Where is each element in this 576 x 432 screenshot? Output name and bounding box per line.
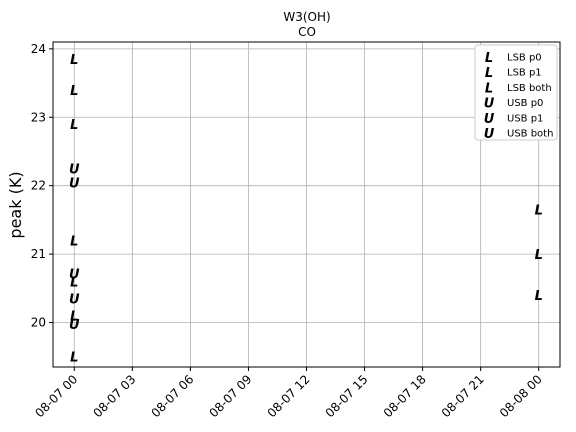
y-tick-label: 21 [31,247,46,261]
legend-box [474,44,558,141]
y-tick-label: 20 [31,316,46,330]
data-point: L [70,275,78,290]
legend-label: USB p0 [507,98,543,109]
legend-label: LSB both [507,83,552,94]
x-tick-label: 08-07 12 [265,372,313,420]
data-point: L [70,310,78,325]
legend: L LSB p0 L LSB p1 L LSB both U USB p0 U USB p1 U US… [474,44,558,142]
legend-marker: U [484,112,495,127]
x-tick-label: 08-07 21 [439,372,487,420]
x-tick-label: 08-07 03 [90,372,138,420]
legend-marker: U [484,127,495,142]
x-tick-label: 08-08 00 [497,372,545,420]
data-point: L [70,351,78,366]
data-point: U [69,318,80,333]
y-axis: 20 21 22 23 24 [31,42,53,330]
data-point: L [535,248,543,263]
legend-marker: L [485,81,493,96]
data-point: U [69,163,80,178]
y-axis-label: peak (K) [6,171,25,238]
data-point: U [69,267,80,282]
chart-subtitle: CO [298,25,316,39]
legend-marker: L [485,66,493,81]
grid [53,42,560,367]
data-point: L [70,118,78,133]
y-tick-label: 24 [31,42,46,56]
legend-marker: L [485,51,493,66]
x-tick-label: 08-07 00 [32,372,80,420]
data-point: U [69,293,80,308]
data-point: L [70,53,78,68]
legend-label: USB p1 [507,113,543,124]
chart-title: W3(OH) [283,10,330,24]
data-point: L [535,204,543,219]
legend-label: LSB p0 [507,53,542,64]
x-tick-label: 08-07 06 [148,372,196,420]
x-axis: 08-07 00 08-07 03 08-07 06 08-07 09 08-07 12… [32,367,545,420]
legend-marker: U [484,97,495,112]
data-point: L [70,234,78,249]
data-point: L [535,289,543,304]
data-point: L [70,84,78,99]
x-tick-label: 08-07 15 [323,372,371,420]
legend-label: LSB p1 [507,68,542,79]
y-tick-label: 23 [31,110,46,124]
data-point: U [69,176,80,191]
legend-label: USB both [507,129,553,140]
y-tick-label: 22 [31,179,46,193]
x-tick-label: 08-07 09 [207,372,255,420]
x-tick-label: 08-07 18 [381,372,429,420]
